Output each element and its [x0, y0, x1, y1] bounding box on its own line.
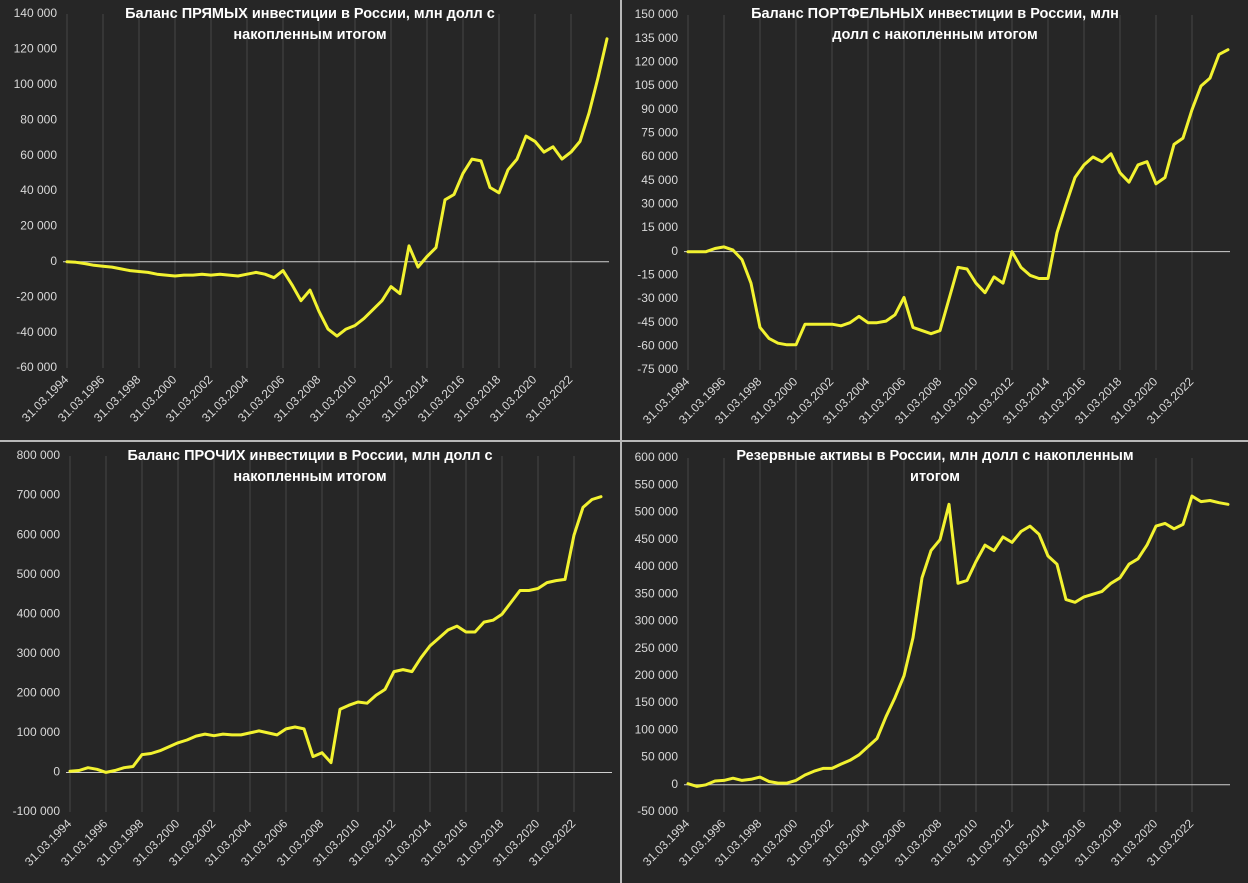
y-tick-label: 700 000 [17, 488, 61, 502]
chart: 31.03.199431.03.199631.03.199831.03.2000… [635, 450, 1230, 869]
y-tick-label: 600 000 [17, 527, 61, 541]
y-tick-label: -60 000 [637, 339, 678, 353]
y-tick-label: -30 000 [637, 291, 678, 305]
y-tick-label: 500 000 [635, 505, 679, 519]
y-tick-label: 200 000 [635, 668, 679, 682]
y-tick-label: 150 000 [635, 695, 679, 709]
y-tick-label: 135 000 [635, 31, 679, 45]
y-tick-label: 400 000 [635, 559, 679, 573]
y-tick-label: 15 000 [641, 220, 678, 234]
chart-title: Баланс ПРЯМЫХ инвестиции в России, млн д… [125, 6, 495, 43]
y-tick-label: -45 000 [637, 315, 678, 329]
y-tick-label: 80 000 [20, 112, 57, 126]
chart-title: Баланс ПОРТФЕЛЬНЫХ инвестиции в России, … [751, 6, 1119, 43]
y-tick-label: -20 000 [16, 289, 57, 303]
y-tick-label: 0 [671, 777, 678, 791]
y-tick-label: 140 000 [14, 6, 58, 20]
y-tick-label: 350 000 [635, 586, 679, 600]
y-tick-label: 0 [671, 244, 678, 258]
y-tick-label: 150 000 [635, 7, 679, 21]
y-tick-label: 500 000 [17, 567, 61, 581]
y-tick-label: 800 000 [17, 448, 61, 462]
y-tick-label: 40 000 [20, 183, 57, 197]
y-tick-label: 450 000 [635, 532, 679, 546]
y-tick-label: 75 000 [641, 126, 678, 140]
y-tick-label: 120 000 [635, 55, 679, 69]
panel: 31.03.1994 31.03.1996 31.03.1998 31.03.2000… [622, 0, 1248, 440]
y-tick-label: 120 000 [14, 42, 58, 56]
y-tick-label: -60 000 [16, 360, 57, 374]
y-tick-label: 60 000 [641, 149, 678, 163]
y-tick-label: 300 000 [17, 646, 61, 660]
y-tick-label: 0 [53, 765, 60, 779]
y-tick-label: 20 000 [20, 219, 57, 233]
chart: 31.03.199431.03.199631.03.199831.03.2000… [635, 7, 1230, 427]
chart-title: Баланс ПРОЧИХ инвестиции в России, млн д… [127, 448, 493, 485]
y-tick-label: 250 000 [635, 641, 679, 655]
chart: 31.03.199431.03.199631.03.199831.03.2000… [13, 448, 612, 869]
y-tick-label: 100 000 [14, 77, 58, 91]
y-tick-label: 45 000 [641, 173, 678, 187]
y-tick-label: -15 000 [637, 268, 678, 282]
y-tick-label: 400 000 [17, 606, 61, 620]
y-tick-label: 200 000 [17, 686, 61, 700]
y-tick-label: -100 000 [13, 804, 61, 818]
y-tick-label: -40 000 [16, 325, 57, 339]
y-tick-label: 30 000 [641, 197, 678, 211]
y-tick-label: 60 000 [20, 148, 57, 162]
y-tick-label: 105 000 [635, 78, 679, 92]
y-tick-label: 100 000 [17, 725, 61, 739]
y-tick-label: 90 000 [641, 102, 678, 116]
panel: 31.03.1994 31.03.1996 31.03.1998 31.03.2000… [0, 0, 620, 440]
chart-title: Резервные активы в России, млн долл с на… [736, 448, 1134, 485]
panel: 31.03.1994 31.03.1996 31.03.1998 31.03.2000… [0, 442, 620, 883]
y-tick-label: 0 [50, 254, 57, 268]
panel: 31.03.1994 31.03.1996 31.03.1998 31.03.2000… [622, 442, 1248, 883]
y-tick-label: 100 000 [635, 722, 679, 736]
data-line [68, 495, 603, 774]
data-line [686, 48, 1230, 347]
y-tick-label: 600 000 [635, 450, 679, 464]
y-tick-label: 300 000 [635, 614, 679, 628]
y-tick-label: 550 000 [635, 477, 679, 491]
chart: 31.03.199431.03.199631.03.199831.03.2000… [14, 6, 609, 425]
data-line [686, 494, 1230, 788]
data-line [65, 37, 609, 338]
y-tick-label: 50 000 [641, 750, 678, 764]
y-tick-label: -75 000 [637, 362, 678, 376]
y-tick-label: -50 000 [637, 804, 678, 818]
